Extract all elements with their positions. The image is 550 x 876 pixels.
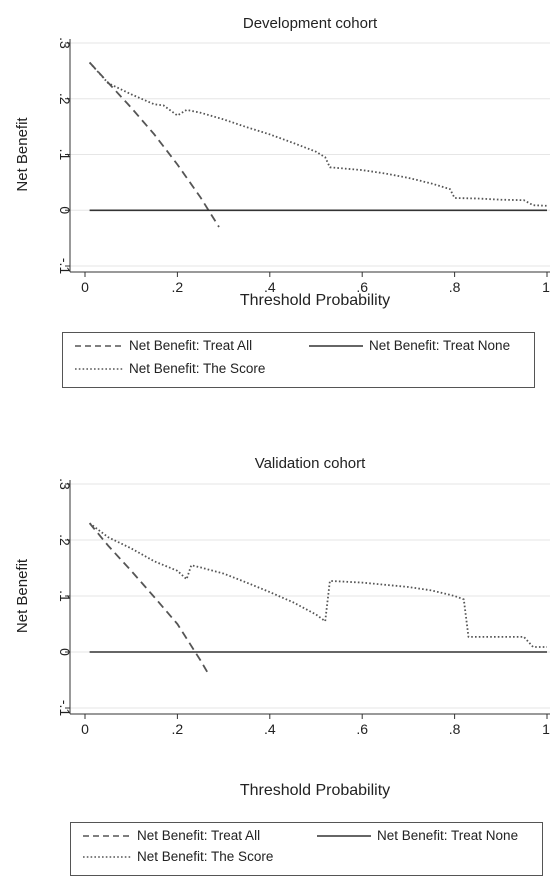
x-tick-label: .4 [264, 279, 276, 295]
y-tick-label: .2 [57, 534, 73, 546]
legend-item-the-score: Net Benefit: The Score [83, 849, 273, 864]
dotted-line-swatch-icon [83, 855, 131, 858]
series-line-dashed [88, 522, 211, 677]
legend-label-treat-all: Net Benefit: Treat All [137, 828, 261, 843]
legend-2: Net Benefit: Treat All Net Benefit: Trea… [70, 822, 543, 876]
x-tick-label: .8 [449, 279, 461, 295]
legend-item-treat-none: Net Benefit: Treat None [317, 828, 518, 843]
legend-label-treat-none: Net Benefit: Treat None [369, 338, 511, 353]
series-line-dotted [89, 522, 547, 648]
x-tick-label: .6 [356, 721, 368, 737]
chart-panel-1: Development cohort -.1 0 .1 .2 .3 Net Benefit 0… [14, 15, 550, 309]
legend-label-the-score: Net Benefit: The Score [137, 849, 274, 864]
x-axis-label: Threshold Probability [240, 782, 390, 799]
dotted-line-swatch-icon [75, 367, 123, 370]
y-tick-label: 0 [57, 648, 73, 656]
dashed-line-swatch-icon [75, 344, 123, 347]
y-tick-label: .3 [57, 37, 73, 49]
y-tick-label: .3 [57, 478, 73, 490]
chart-title: Development cohort [243, 15, 378, 32]
y-tick-label: -.1 [57, 700, 73, 717]
x-tick-label: 1 [542, 721, 550, 737]
chart-title: Validation cohort [255, 455, 366, 472]
solid-line-swatch-icon [309, 344, 363, 347]
x-tick-label: .2 [172, 721, 184, 737]
x-tick-label: 1 [542, 279, 550, 295]
y-tick-label: -.1 [57, 258, 73, 275]
legend-label-treat-all: Net Benefit: Treat All [129, 338, 253, 353]
y-tick-label: 0 [57, 206, 73, 214]
x-tick-label: .4 [264, 721, 276, 737]
legend-label-the-score: Net Benefit: The Score [129, 361, 266, 376]
legend-item-the-score: Net Benefit: The Score [75, 361, 265, 376]
x-axis-label: Threshold Probability [240, 292, 390, 309]
legend-1: Net Benefit: Treat All Net Benefit: Trea… [62, 332, 535, 388]
y-tick-label: .1 [57, 590, 73, 602]
x-tick-label: .8 [449, 721, 461, 737]
solid-line-swatch-icon [317, 834, 371, 837]
x-tick-label: .2 [172, 279, 184, 295]
legend-item-treat-all: Net Benefit: Treat All [75, 338, 252, 353]
y-axis-label: Net Benefit [14, 117, 31, 192]
x-tick-label: 0 [81, 279, 89, 295]
y-axis-label: Net Benefit [14, 558, 31, 633]
y-tick-label: .2 [57, 93, 73, 105]
series-line-dotted [88, 61, 548, 207]
legend-item-treat-all: Net Benefit: Treat All [83, 828, 260, 843]
x-tick-label: .6 [356, 279, 368, 295]
y-tick-label: .1 [57, 149, 73, 161]
legend-item-treat-none: Net Benefit: Treat None [309, 338, 510, 353]
series-line-dashed [88, 61, 220, 228]
x-tick-label: 0 [81, 721, 89, 737]
legend-label-treat-none: Net Benefit: Treat None [377, 828, 519, 843]
chart-panel-2: Validation cohort -.1 0 .1 .2 .3 Net Benefit 0.… [14, 455, 550, 799]
dashed-line-swatch-icon [83, 834, 131, 837]
